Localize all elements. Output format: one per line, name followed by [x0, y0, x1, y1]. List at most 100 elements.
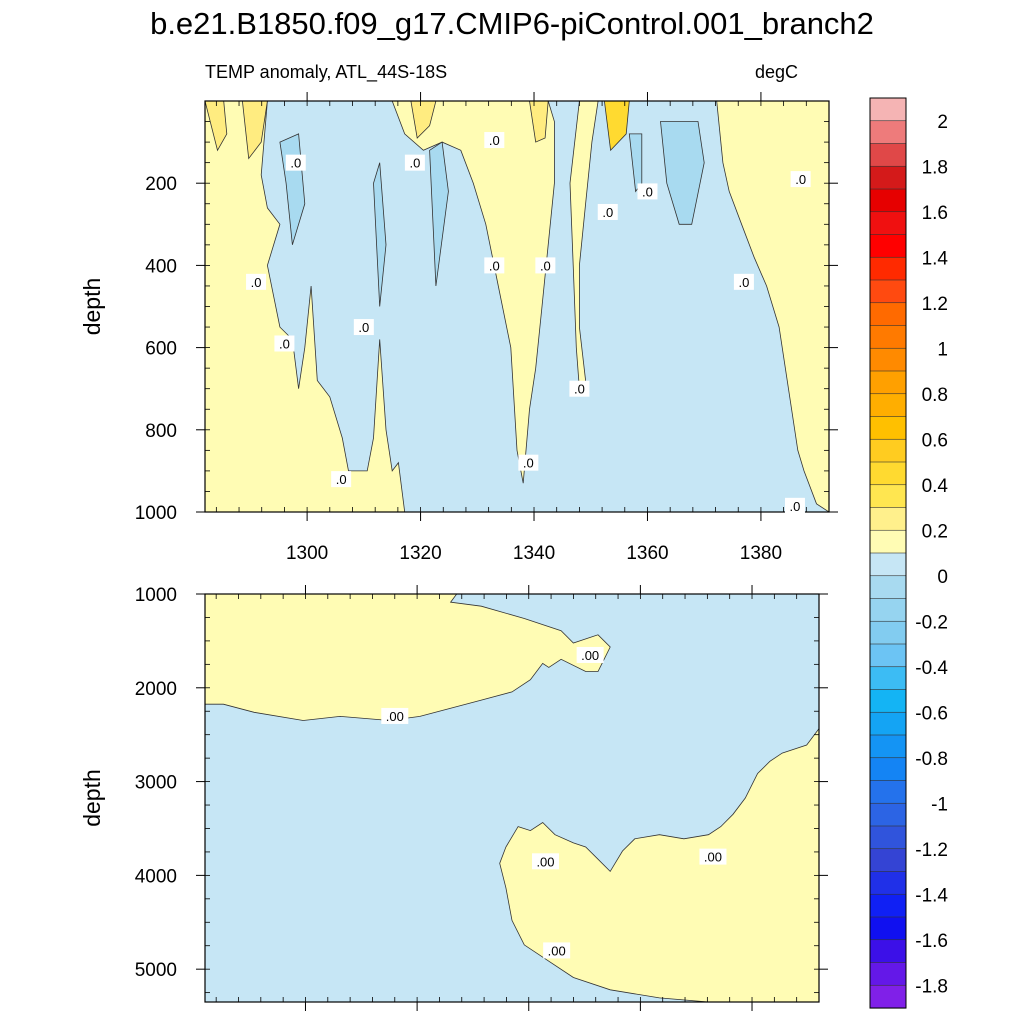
upper-contour-region [660, 121, 705, 225]
colorbar-label: 1.2 [922, 294, 948, 315]
colorbar-swatch [869, 666, 907, 691]
lower-contour-label-bg [699, 848, 727, 865]
colorbar-label: 0.4 [922, 476, 949, 497]
upper-contour-label-bg [353, 319, 374, 336]
upper-contour-region [529, 101, 549, 143]
colorbar-label: 0 [937, 567, 948, 588]
upper-contour-region [569, 101, 599, 390]
colorbar-label: 1 [937, 339, 948, 360]
lower-contour-label: .00 [548, 943, 566, 958]
panel-subtitle-right: degC [755, 62, 799, 82]
lower-ylabel: depth [79, 769, 105, 827]
colorbar-label: -0.8 [915, 749, 948, 770]
upper-ytick-label: 600 [145, 339, 177, 360]
colorbar-swatch [869, 393, 907, 418]
lower-ytick-label: 5000 [135, 960, 177, 981]
colorbar-swatch [869, 825, 907, 850]
upper-contour-label-bg [569, 380, 590, 397]
upper-contour-region [603, 101, 630, 152]
colorbar-label: -1.8 [915, 976, 948, 997]
upper-contour-label: .0 [290, 156, 301, 171]
upper-contour-region [241, 101, 268, 160]
upper-xtick-label: 1300 [286, 543, 328, 564]
upper-contour-region [716, 101, 829, 512]
colorbar-swatch [869, 643, 907, 668]
upper-ytick-label: 800 [145, 421, 177, 442]
lower-ytick-label: 1000 [135, 585, 177, 606]
upper-contour-label-bg [484, 257, 505, 274]
colorbar-swatch [869, 325, 907, 349]
colorbar-swatch [869, 575, 907, 600]
colorbar-label: -0.4 [915, 658, 948, 679]
upper-contour-label-bg [285, 154, 306, 171]
lower-contour-label: .00 [581, 648, 599, 663]
colorbar-swatch [869, 120, 907, 145]
colorbar-label: -1.2 [915, 840, 948, 861]
upper-contour-label-bg [518, 454, 539, 471]
colorbar-swatch [869, 598, 907, 622]
upper-contour-label-bg [784, 497, 805, 514]
upper-contour-label-bg [274, 335, 295, 352]
upper-contour-label: .0 [409, 156, 420, 171]
colorbar-swatch [869, 461, 907, 486]
colorbar-swatch [869, 165, 907, 190]
colorbar-label: -2 [931, 1022, 948, 1024]
upper-contour-panel: 1300 1320 1340 1360 1380 200 400 600 800 1000 dept… [79, 92, 838, 564]
lower-frame [204, 593, 820, 1003]
colorbar-swatch [869, 893, 907, 918]
upper-contour-label-bg [597, 203, 618, 220]
colorbar-swatch [869, 871, 907, 895]
colorbar-swatch [869, 347, 907, 372]
lower-contour-label: .00 [536, 854, 554, 869]
lower-contour-panel: 1000 2000 3000 4000 5000 depth .00 .00 .00 .00 .00 [79, 585, 828, 1011]
upper-contour-label: .0 [279, 336, 290, 351]
upper-contour-region [205, 101, 228, 152]
upper-contour-label-bg [637, 183, 658, 200]
colorbar-swatch [869, 848, 907, 873]
lower-ytick-label: 4000 [135, 866, 177, 887]
colorbar-swatch [869, 143, 907, 167]
upper-contour-label: .0 [251, 275, 262, 290]
colorbar-swatch [869, 620, 907, 645]
upper-contour-label: .0 [642, 184, 653, 199]
colorbar-swatch [869, 302, 907, 327]
upper-contour-label-bg [246, 273, 267, 290]
upper-contour-region [410, 101, 437, 139]
upper-ytick-label: 200 [145, 174, 177, 195]
upper-contour-label: .0 [489, 258, 500, 273]
upper-ytick-label: 400 [145, 256, 177, 277]
colorbar-swatch [869, 256, 907, 281]
colorbar-swatch [869, 279, 907, 304]
colorbar-swatch [869, 689, 907, 713]
upper-xtick-label: 1340 [513, 543, 555, 564]
upper-contour-label: .0 [790, 499, 801, 514]
colorbar-swatch [869, 97, 907, 122]
upper-contour-label: .0 [574, 382, 585, 397]
figure-title: b.e21.B1850.f09_g17.CMIP6-piControl.001_… [150, 6, 874, 41]
panel-subtitle-left: TEMP anomaly, ATL_44S-18S [205, 62, 448, 82]
upper-contour-label: .0 [523, 456, 534, 471]
colorbar-swatch [869, 962, 907, 986]
colorbar-swatch [869, 188, 907, 213]
lower-contour-label-bg [543, 942, 571, 959]
upper-contour-label: .0 [738, 275, 749, 290]
upper-xtick-label: 1360 [626, 543, 668, 564]
upper-xtick-label: 1380 [740, 543, 782, 564]
colorbar-label: -1.4 [915, 885, 948, 906]
colorbar-swatch [869, 552, 907, 577]
lower-contour-label: .00 [704, 850, 722, 865]
colorbar-swatch [869, 529, 907, 554]
colorbar-swatch [869, 438, 907, 463]
upper-contour-region [429, 141, 449, 287]
colorbar-label: 1.4 [922, 248, 949, 269]
lower-contour-label-bg [531, 853, 559, 870]
lower-ytick-label: 2000 [135, 679, 177, 700]
upper-contour-label: .0 [540, 258, 551, 273]
lower-contour-label-bg [576, 646, 604, 663]
upper-contour-region [373, 162, 387, 307]
colorbar-label: -1.6 [915, 931, 948, 952]
upper-contour-label-bg [733, 273, 754, 290]
upper-ylabel: depth [79, 278, 105, 336]
upper-contour-label: .0 [602, 205, 613, 220]
